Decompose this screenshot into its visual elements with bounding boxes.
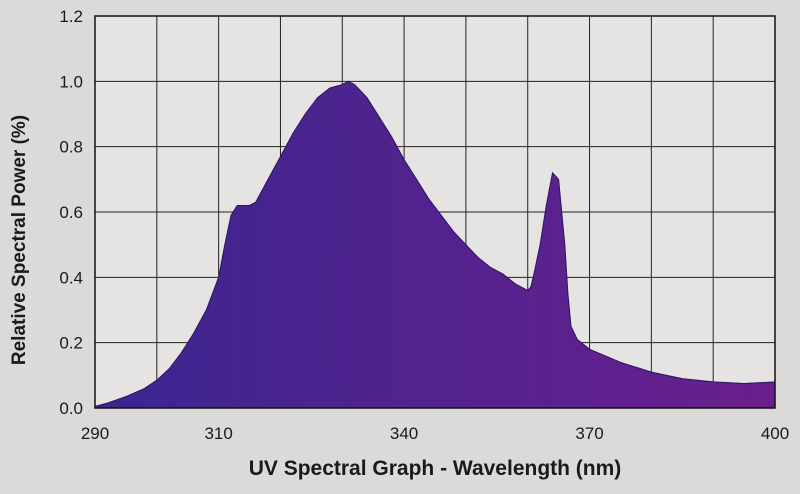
y-tick-label: 1.0 xyxy=(59,72,83,91)
y-tick-labels: 0.0 0.2 0.4 0.6 0.8 1.0 1.2 xyxy=(59,7,83,418)
x-tick-label: 400 xyxy=(761,424,789,443)
x-axis-title: UV Spectral Graph - Wavelength (nm) xyxy=(249,457,622,480)
y-tick-label: 0.2 xyxy=(59,334,83,353)
y-tick-label: 0.4 xyxy=(59,268,83,287)
x-tick-label: 370 xyxy=(575,424,603,443)
y-tick-label: 0.8 xyxy=(59,138,83,157)
x-tick-label: 310 xyxy=(204,424,232,443)
y-tick-label: 1.2 xyxy=(59,7,83,26)
spectral-power-area xyxy=(94,80,776,409)
y-axis-title: Relative Spectral Power (%) xyxy=(9,115,30,365)
x-tick-label: 290 xyxy=(81,424,109,443)
y-tick-label: 0.0 xyxy=(59,399,83,418)
y-tick-label: 0.6 xyxy=(59,203,83,222)
x-tick-labels: 290 310 340 370 400 xyxy=(81,424,789,443)
plot-frame xyxy=(94,15,776,409)
x-tick-label: 340 xyxy=(390,424,418,443)
